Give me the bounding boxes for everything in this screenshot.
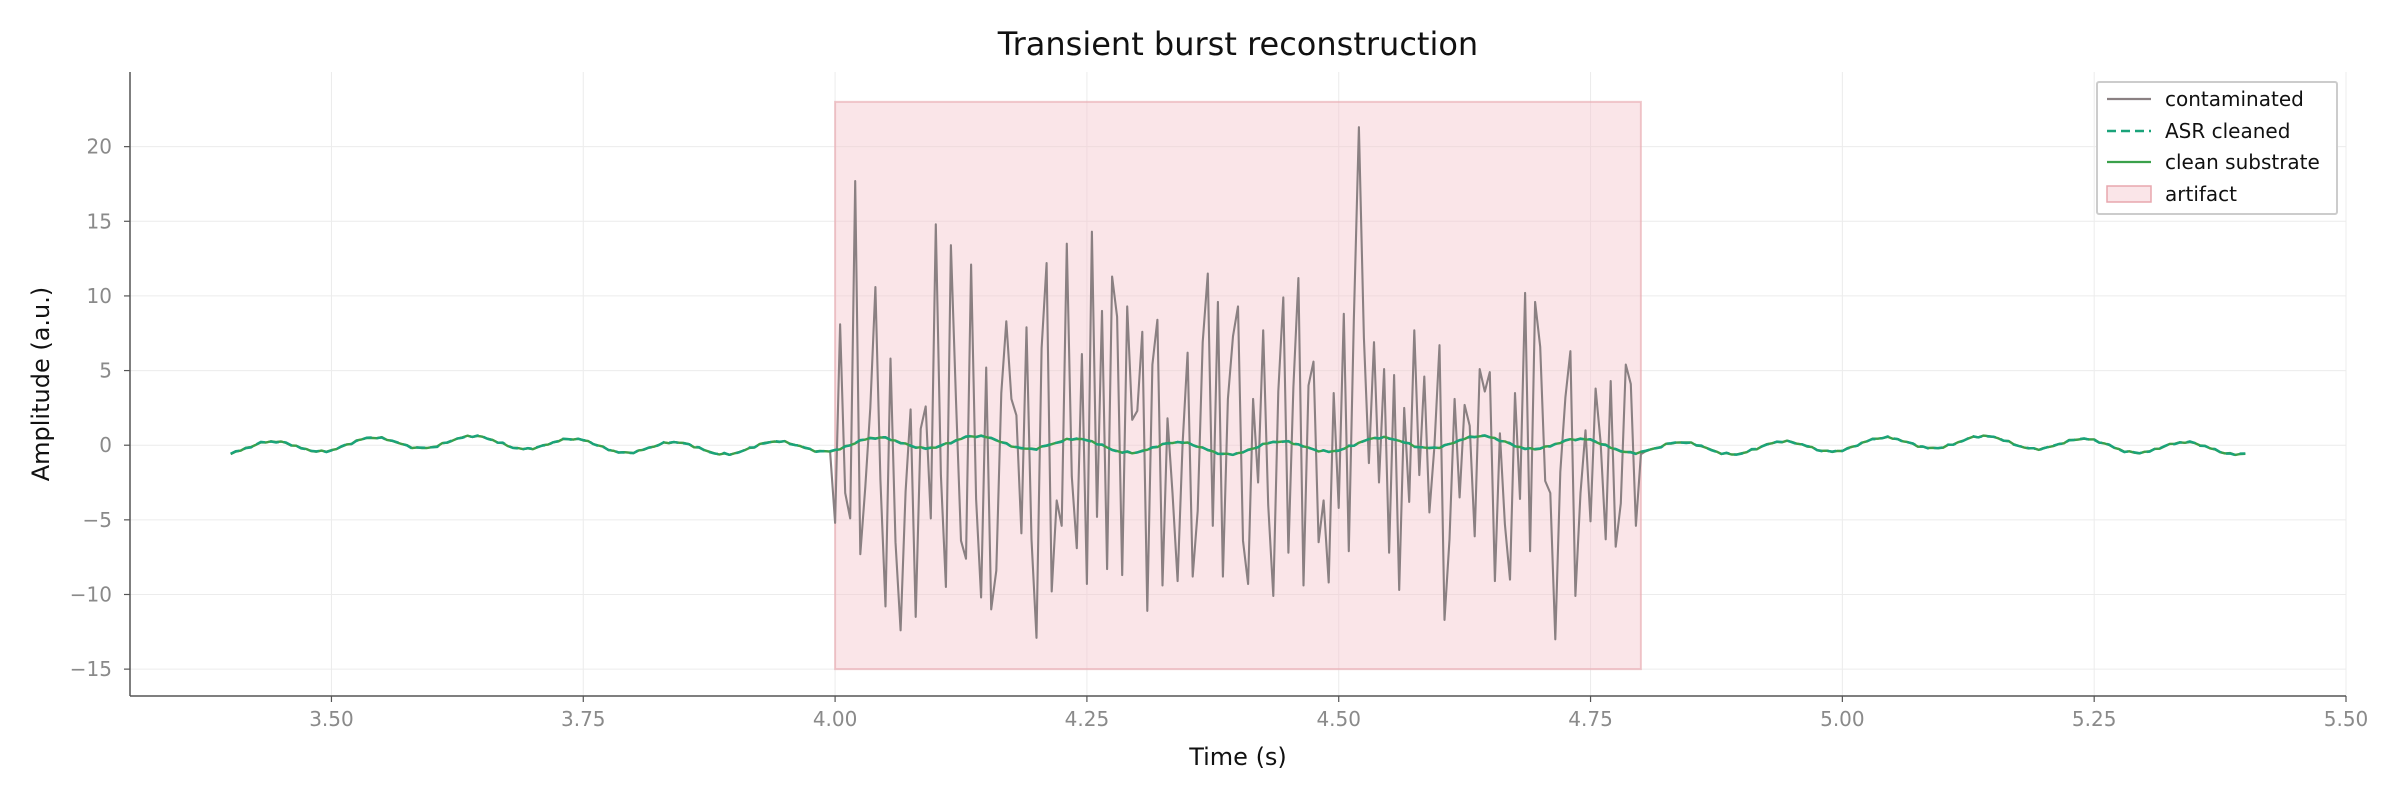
legend-label-asr-cleaned: ASR cleaned [2165, 119, 2290, 143]
x-tick-label: 4.75 [1568, 707, 1613, 731]
chart-title: Transient burst reconstruction [997, 25, 1478, 63]
legend-frame [2096, 81, 2338, 215]
x-tick-label: 4.00 [813, 707, 858, 731]
series-asr-cleaned [230, 434, 2246, 457]
y-tick-label: 20 [87, 135, 112, 159]
grid [130, 72, 2347, 696]
x-tick-label: 5.00 [1820, 707, 1865, 731]
y-tick-label: −10 [70, 582, 112, 606]
x-tick-label: 4.25 [1065, 707, 1110, 731]
x-axis-label: Time (s) [1188, 743, 1287, 771]
y-ticks: −15 −10 −5 0 5 10 15 20 [70, 135, 130, 681]
legend-swatch-artifact [2106, 185, 2152, 203]
legend: contaminated ASR cleaned clean substrate… [2096, 81, 2338, 215]
x-tick-label: 4.50 [1316, 707, 1361, 731]
x-tick-label: 3.75 [561, 707, 606, 731]
legend-label-contaminated: contaminated [2165, 87, 2304, 111]
legend-label-clean-substrate: clean substrate [2165, 150, 2320, 174]
legend-label-artifact: artifact [2165, 182, 2237, 206]
y-axis-label: Amplitude (a.u.) [27, 287, 55, 482]
y-tick-label: 0 [99, 433, 112, 457]
y-tick-label: −15 [70, 657, 112, 681]
axes [129, 72, 2346, 697]
y-tick-label: 5 [99, 359, 112, 383]
y-tick-label: 10 [87, 284, 112, 308]
x-tick-label: 3.50 [309, 707, 354, 731]
y-tick-label: −5 [83, 508, 112, 532]
x-ticks: 3.50 3.75 4.00 4.25 4.50 4.75 5.00 5.25 5.50 [309, 696, 2368, 731]
series-layer [230, 126, 2246, 641]
x-tick-label: 5.25 [2072, 707, 2117, 731]
x-tick-label: 5.50 [2324, 707, 2369, 731]
y-tick-label: 15 [87, 209, 112, 233]
